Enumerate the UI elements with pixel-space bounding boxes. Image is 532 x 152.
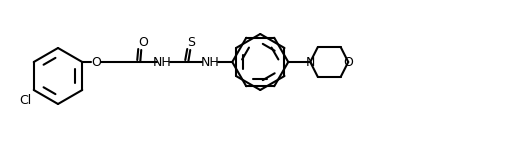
- Text: NH: NH: [153, 55, 172, 69]
- Text: O: O: [343, 55, 353, 69]
- Text: N: N: [305, 55, 315, 69]
- Text: O: O: [138, 36, 148, 48]
- Text: NH: NH: [201, 55, 220, 69]
- Text: Cl: Cl: [20, 94, 32, 107]
- Text: O: O: [92, 55, 101, 69]
- Text: S: S: [187, 36, 195, 48]
